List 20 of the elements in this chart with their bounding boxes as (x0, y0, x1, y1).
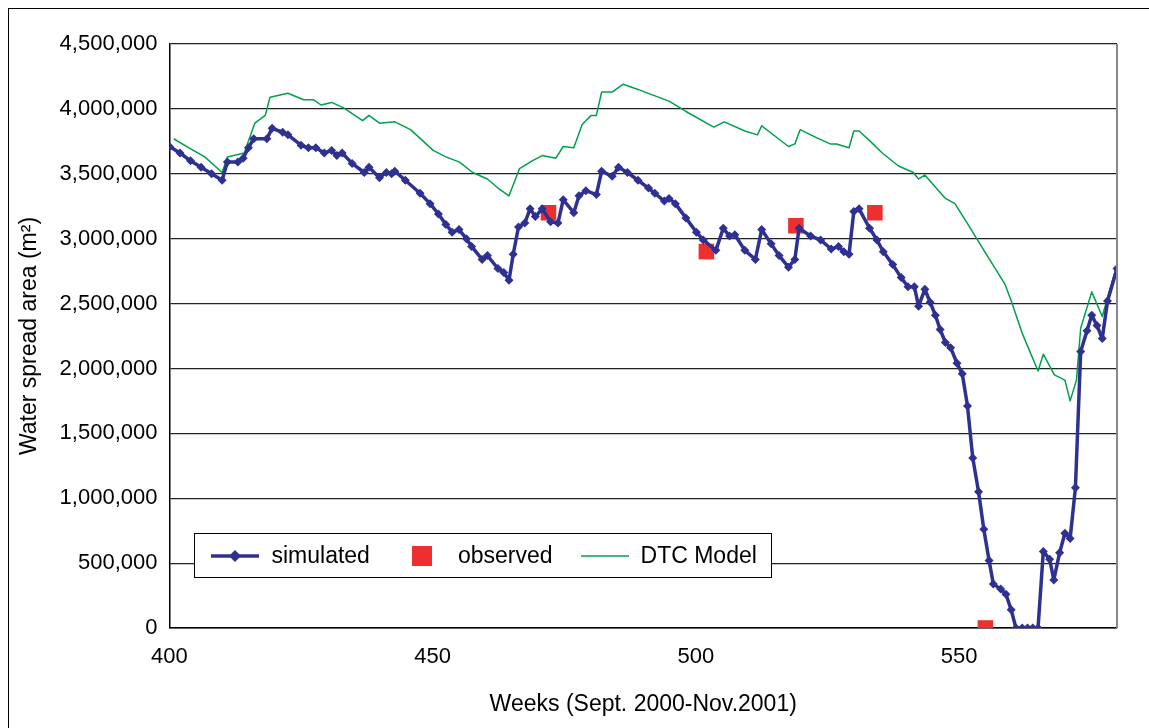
legend-label: DTC Model (640, 542, 757, 569)
y-tick-label: 1,500,000 (59, 419, 158, 445)
legend-label: observed (457, 542, 553, 569)
x-tick-label: 550 (940, 643, 978, 669)
y-axis-title: Water spread area (m²) (15, 216, 42, 456)
x-tick-label: 400 (151, 643, 188, 669)
x-tick-label: 500 (677, 643, 715, 669)
y-tick-label: 4,500,000 (59, 30, 158, 56)
legend-label: simulated (271, 542, 370, 569)
y-tick-label: 500,000 (77, 549, 158, 575)
y-tick-label: 1,000,000 (59, 484, 158, 510)
point (867, 204, 883, 221)
y-tick-label: 3,500,000 (59, 159, 158, 185)
x-axis-title: Weeks (Sept. 2000-Nov.2001) (489, 689, 797, 716)
y-tick-label: 2,500,000 (59, 289, 158, 315)
y-tick-label: 2,000,000 (59, 354, 158, 380)
y-tick-label: 0 (145, 614, 158, 640)
x-tick-label: 450 (414, 643, 452, 669)
y-tick-label: 3,000,000 (59, 224, 158, 250)
y-tick-label: 4,000,000 (59, 94, 158, 120)
